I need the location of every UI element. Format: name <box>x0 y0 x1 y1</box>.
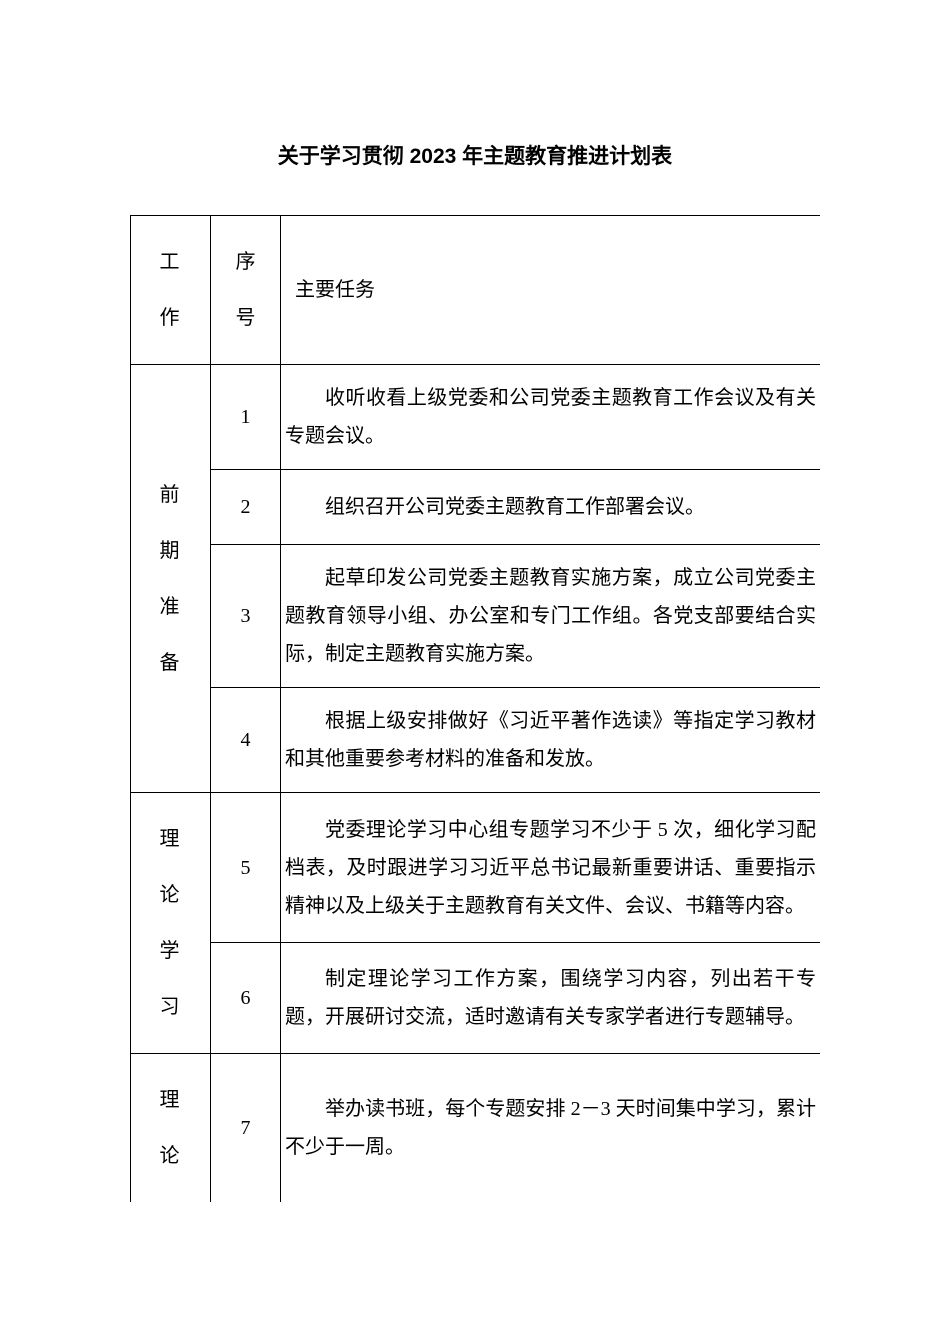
table-row: 2组织召开公司党委主题教育工作部署会议。 <box>131 470 821 545</box>
sequence-number-cell: 2 <box>211 470 281 545</box>
sequence-number-cell: 7 <box>211 1054 281 1203</box>
work-category-cell: 理论 <box>131 1054 211 1203</box>
table-row: 理论学习5党委理论学习中心组专题学习不少于 5 次，细化学习配档表，及时跟进学习… <box>131 793 821 943</box>
task-cell: 举办读书班，每个专题安排 2－3 天时间集中学习，累计不少于一周。 <box>281 1054 821 1203</box>
task-cell: 党委理论学习中心组专题学习不少于 5 次，细化学习配档表，及时跟进学习习近平总书… <box>281 793 821 943</box>
work-category-cell: 理论学习 <box>131 793 211 1054</box>
table-row: 前期准备1收听收看上级党委和公司党委主题教育工作会议及有关专题会议。 <box>131 365 821 470</box>
task-cell: 起草印发公司党委主题教育实施方案，成立公司党委主题教育领导小组、办公室和专门工作… <box>281 545 821 688</box>
work-category-cell: 前期准备 <box>131 365 211 793</box>
header-work: 工作 <box>131 216 211 365</box>
task-cell: 制定理论学习工作方案，围绕学习内容，列出若干专题，开展研讨交流，适时邀请有关专家… <box>281 943 821 1054</box>
table-row: 6制定理论学习工作方案，围绕学习内容，列出若干专题，开展研讨交流，适时邀请有关专… <box>131 943 821 1054</box>
sequence-number-cell: 1 <box>211 365 281 470</box>
header-num: 序号 <box>211 216 281 365</box>
table-row: 理论7举办读书班，每个专题安排 2－3 天时间集中学习，累计不少于一周。 <box>131 1054 821 1203</box>
sequence-number-cell: 6 <box>211 943 281 1054</box>
sequence-number-cell: 5 <box>211 793 281 943</box>
task-cell: 组织召开公司党委主题教育工作部署会议。 <box>281 470 821 545</box>
sequence-number-cell: 4 <box>211 688 281 793</box>
table-header-row: 工作 序号 主要任务 <box>131 216 821 365</box>
table-row: 4根据上级安排做好《习近平著作选读》等指定学习教材和其他重要参考材料的准备和发放… <box>131 688 821 793</box>
task-cell: 收听收看上级党委和公司党委主题教育工作会议及有关专题会议。 <box>281 365 821 470</box>
table-row: 3起草印发公司党委主题教育实施方案，成立公司党委主题教育领导小组、办公室和专门工… <box>131 545 821 688</box>
document-title: 关于学习贯彻 2023 年主题教育推进计划表 <box>130 140 820 170</box>
task-cell: 根据上级安排做好《习近平著作选读》等指定学习教材和其他重要参考材料的准备和发放。 <box>281 688 821 793</box>
sequence-number-cell: 3 <box>211 545 281 688</box>
plan-table: 工作 序号 主要任务 前期准备1收听收看上级党委和公司党委主题教育工作会议及有关… <box>130 215 820 1202</box>
header-task: 主要任务 <box>281 216 821 365</box>
